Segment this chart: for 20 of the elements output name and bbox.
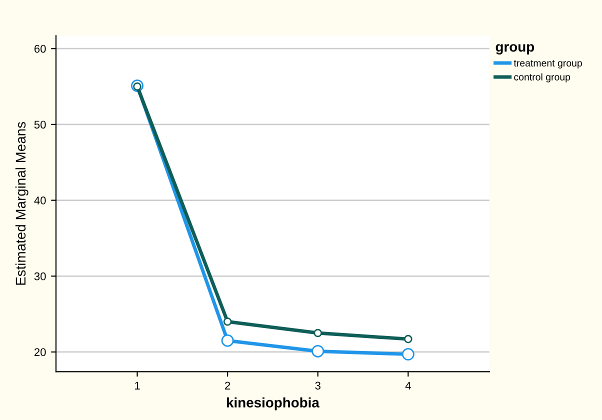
point [404, 334, 412, 344]
legend-title: group [496, 44, 534, 55]
legend-label: treatment group [514, 60, 582, 68]
y-tick-label: 30 [34, 272, 46, 280]
legend-label: control group [514, 73, 570, 82]
x-tick-label: 1 [135, 382, 140, 390]
point [221, 334, 234, 347]
y-tick-label: 60 [34, 44, 46, 53]
point [314, 328, 322, 338]
x-tick-label: 3 [315, 382, 320, 390]
point [402, 348, 414, 361]
point [223, 317, 232, 326]
y-tick-label: 40 [34, 196, 46, 204]
y-axis-title: Estimated Marginal Means [15, 122, 28, 285]
x-tick-label: 2 [225, 382, 230, 390]
x-tick-label: 4 [405, 382, 411, 390]
point [312, 344, 324, 358]
y-tick-label: 20 [34, 348, 46, 356]
y-tick-label: 50 [34, 120, 46, 129]
x-axis-title: kinesiophobia [226, 397, 320, 410]
